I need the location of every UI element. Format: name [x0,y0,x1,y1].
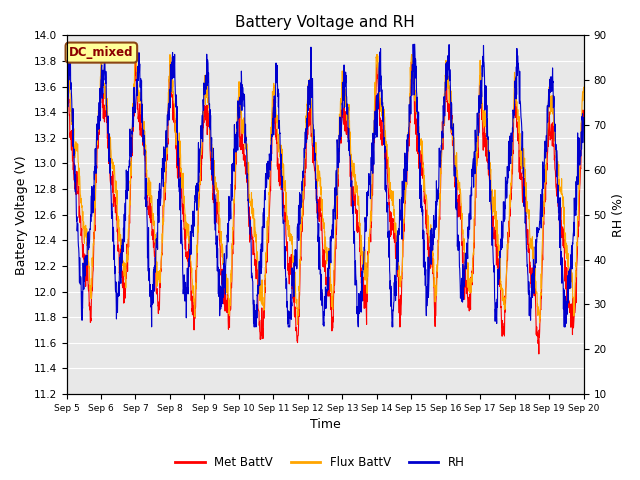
Text: DC_mixed: DC_mixed [69,46,134,59]
Title: Battery Voltage and RH: Battery Voltage and RH [235,15,415,30]
Y-axis label: Battery Voltage (V): Battery Voltage (V) [15,155,28,275]
Y-axis label: RH (%): RH (%) [612,193,625,237]
X-axis label: Time: Time [310,419,340,432]
Legend: Met BattV, Flux BattV, RH: Met BattV, Flux BattV, RH [171,452,469,474]
